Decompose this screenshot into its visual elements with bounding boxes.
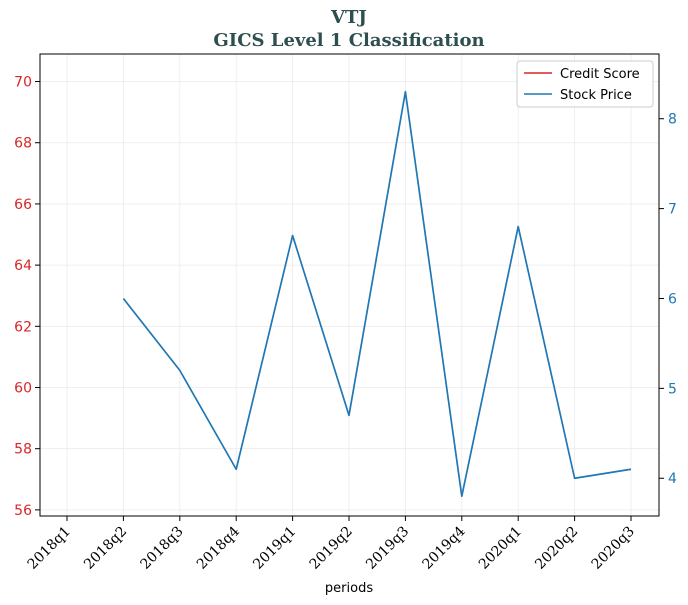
legend-label-stock-price: Stock Price: [560, 88, 632, 103]
left-y-tick-label: 58: [14, 442, 32, 458]
x-tick-label: 2019q1: [250, 524, 299, 573]
series-line-stock-price: [122, 90, 632, 498]
x-tick-label: 2020q1: [476, 524, 525, 573]
left-y-tick-label: 66: [14, 197, 32, 213]
chart-subtitle: GICS Level 1 Classification: [213, 30, 484, 51]
grid: [40, 54, 659, 516]
left-y-tick-label: 56: [14, 503, 32, 519]
x-tick-label: 2018q1: [25, 524, 74, 573]
left-y-tick-label: 62: [14, 319, 32, 335]
right-y-tick-label: 4: [668, 471, 677, 487]
x-tick-label: 2018q4: [194, 523, 243, 572]
right-y-tick-label: 7: [668, 202, 677, 218]
x-tick-label: 2019q3: [363, 524, 412, 573]
series-layer: [122, 90, 632, 498]
x-axis: 2018q1 2018q2 2018q3 2018q4 2019q1 2019q2 2019…: [25, 516, 638, 573]
x-axis-label: periods: [325, 581, 373, 596]
left-y-tick-label: 64: [14, 258, 32, 274]
left-y-tick-label: 60: [14, 380, 32, 396]
x-tick-label: 2020q2: [532, 524, 581, 573]
right-y-axis: 4 5 6 7 8: [659, 112, 677, 487]
right-y-tick-label: 5: [668, 381, 677, 397]
chart-title: VTJ: [330, 7, 367, 28]
x-tick-label: 2020q3: [589, 524, 638, 573]
x-tick-label: 2019q2: [307, 524, 356, 573]
x-tick-label: 2019q4: [419, 523, 468, 572]
right-y-tick-label: 6: [668, 291, 677, 307]
legend-label-credit-score: Credit Score: [560, 67, 640, 82]
left-y-tick-label: 70: [14, 75, 32, 91]
x-tick-label: 2018q2: [81, 524, 130, 573]
right-y-tick-label: 8: [668, 112, 677, 128]
left-y-tick-label: 68: [14, 136, 32, 152]
plot-area-frame: [39, 53, 660, 517]
x-tick-label: 2018q3: [137, 524, 186, 573]
legend: Credit Score Stock Price: [516, 60, 654, 108]
left-y-axis: 56 58 60 62 64 66 68 70: [14, 75, 40, 519]
